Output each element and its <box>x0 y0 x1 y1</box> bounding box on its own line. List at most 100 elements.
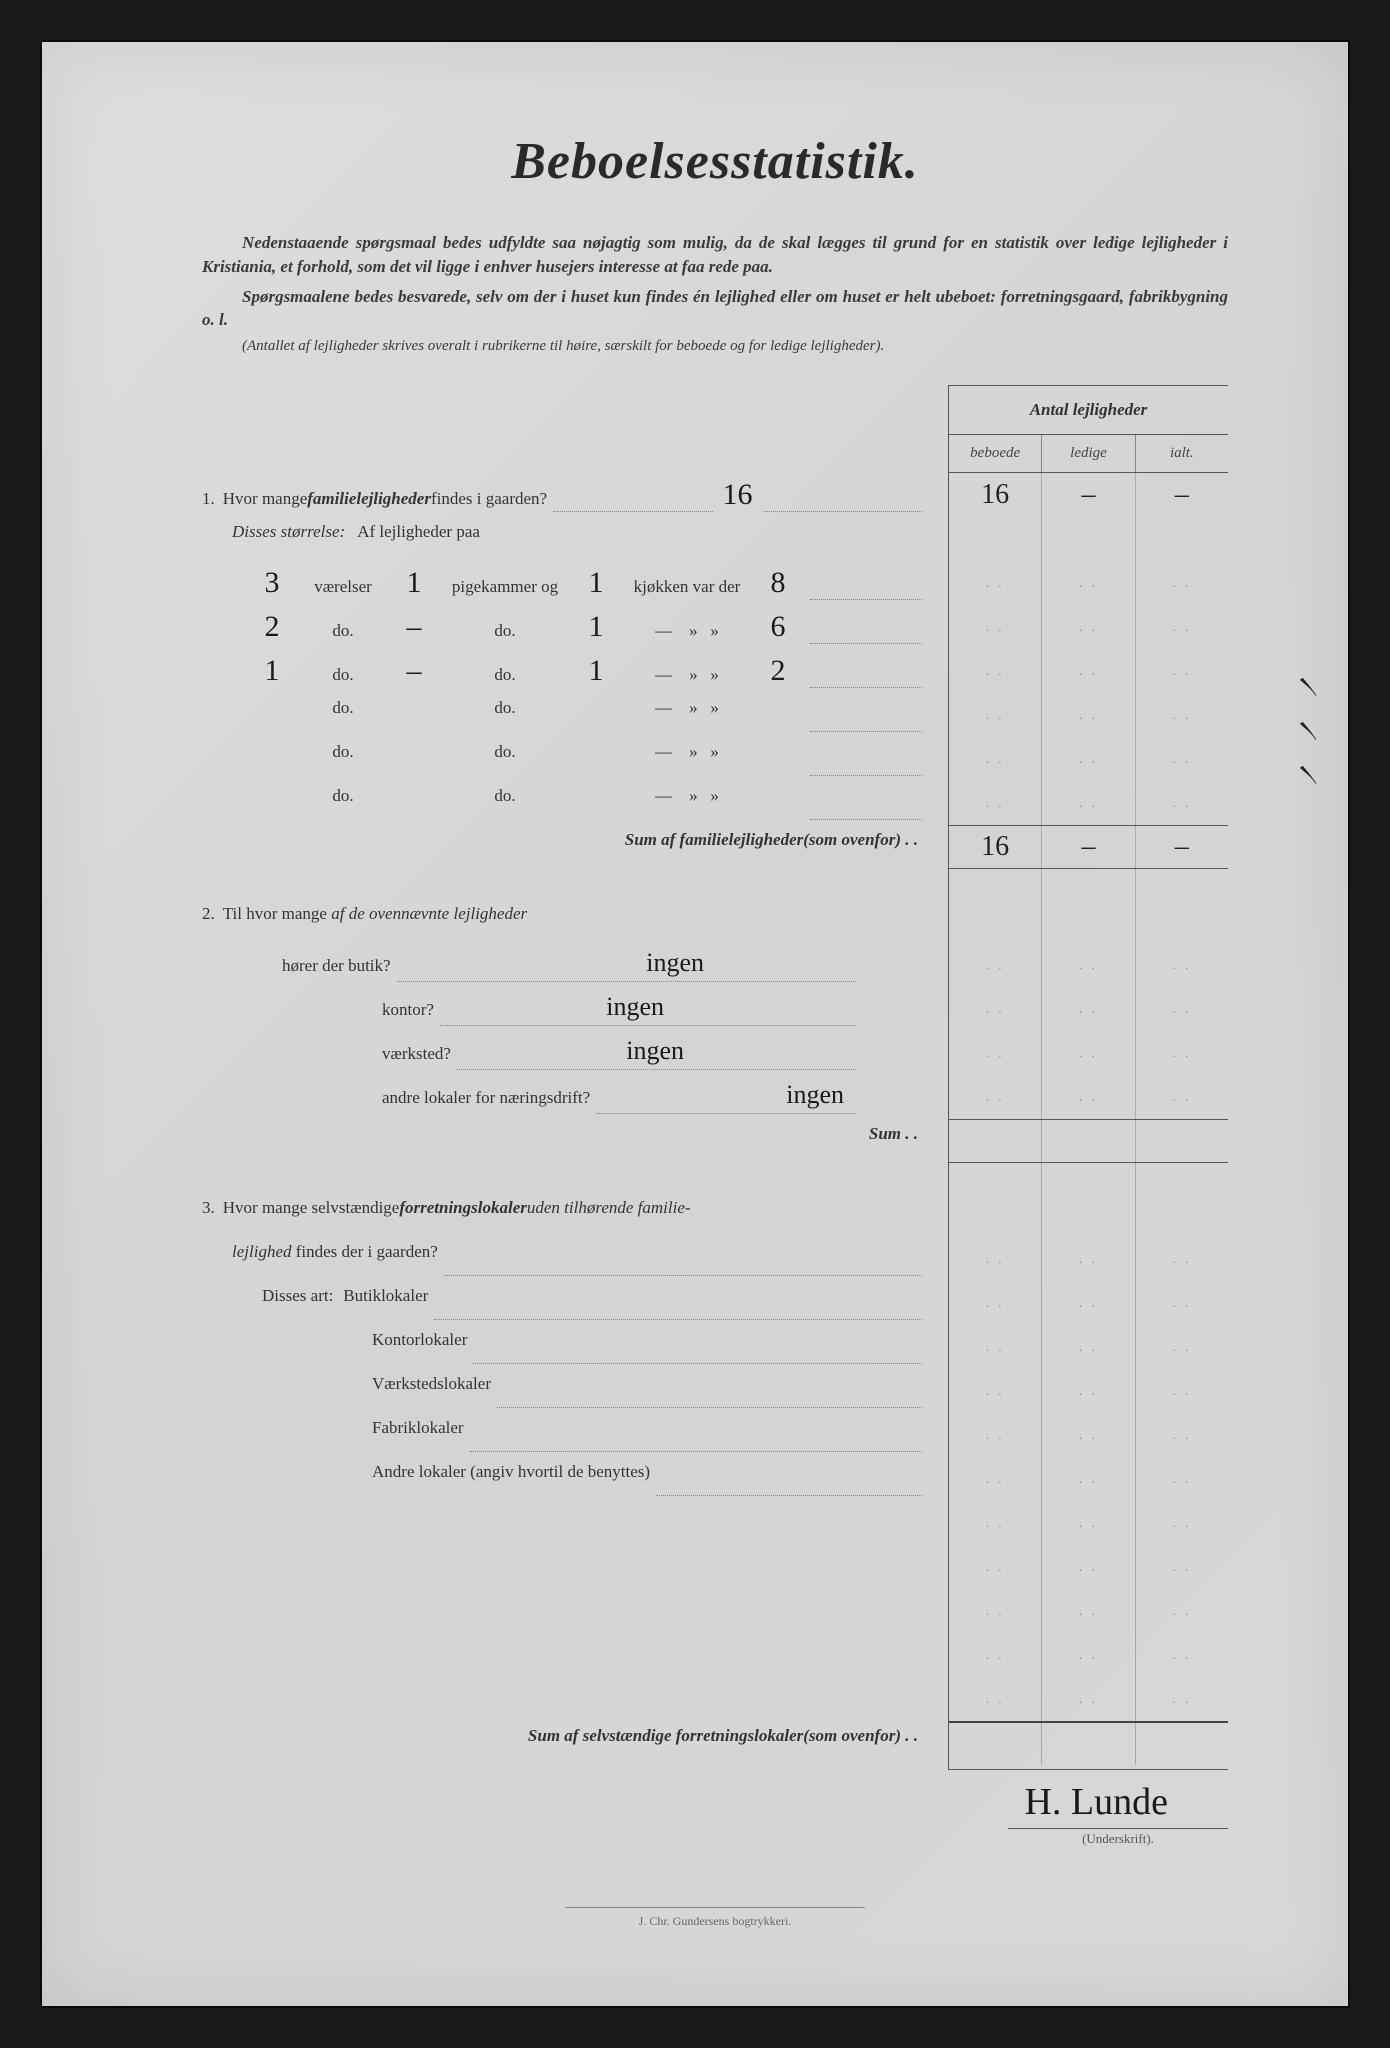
dots <box>810 819 922 820</box>
size-row-5: do. do. — » » <box>202 742 928 786</box>
question-3: 3. Hvor mange selvstændige forretningslo… <box>202 1198 928 1242</box>
kjokken-value: 1 <box>576 610 616 644</box>
pigekammer-header: pigekammer og <box>440 577 570 597</box>
tally-row: . .. .. . <box>949 1413 1228 1457</box>
do-label: do. <box>298 698 388 718</box>
tally-row: . .. .. . <box>949 1589 1228 1633</box>
q1-number: 1. <box>202 489 215 509</box>
size-intro-label: Disses størrelse: <box>232 522 345 542</box>
question-2: 2. Til hvor mange af de ovennævnte lejli… <box>202 904 928 948</box>
tally-beboede: 16 <box>949 473 1042 517</box>
q3-art-3: Fabriklokaler <box>372 1418 464 1438</box>
tally-column: Antal lejligheder beboede ledige ialt. 1… <box>948 385 1228 1770</box>
spacer <box>202 434 928 478</box>
tally-row: . .. .. . <box>949 649 1228 693</box>
tally-row: . .. .. . <box>949 1325 1228 1369</box>
q2-number: 2. <box>202 904 215 924</box>
kjokken-header: kjøkken var der <box>622 577 752 597</box>
count-value: 2 <box>758 654 798 688</box>
dots <box>810 731 922 732</box>
dots <box>434 1319 922 1320</box>
size-row-3: 1 do. – do. 1 — » » 2 <box>202 654 928 698</box>
q3-lejlighed: lejlighed <box>232 1242 291 1262</box>
tally-row: . .. .. . <box>949 1633 1228 1677</box>
tally-row-q2-sum <box>949 1119 1228 1163</box>
size-row-2: 2 do. – do. 1 — » » 6 <box>202 610 928 654</box>
do-label: do. <box>440 621 570 641</box>
q3-text-pre: Hvor mange selvstændige <box>223 1198 400 1218</box>
do-label: do. <box>440 698 570 718</box>
vaerelser-header: værelser <box>298 577 388 597</box>
printer-credit: J. Chr. Gundersens bogtrykkeri. <box>565 1907 865 1929</box>
dots <box>440 1025 856 1026</box>
q1-text-pre: Hvor mange <box>223 489 308 509</box>
q1-sum-post: (som ovenfor) . . <box>803 830 918 850</box>
kjokken-value: 1 <box>576 566 616 600</box>
question-1: 1. Hvor mange familielejligheder findes … <box>202 478 928 522</box>
dots <box>397 981 857 982</box>
dots <box>497 1407 922 1408</box>
tally-row: . .. .. . <box>949 1369 1228 1413</box>
q3-art-2: Værkstedslokaler <box>372 1374 491 1394</box>
q2-butik: hører der butik? ingen <box>202 948 928 992</box>
vaerelser-value: 1 <box>252 654 292 688</box>
tally-row: . .. .. . <box>949 781 1228 825</box>
spacer <box>202 874 928 904</box>
tally-row: . .. .. . <box>949 1677 1228 1721</box>
tally-row: . .. .. . <box>949 693 1228 737</box>
q2-andre: andre lokaler for næringsdrift? ingen <box>202 1080 928 1124</box>
q3-number: 3. <box>202 1198 215 1218</box>
margin-marks: ৲ ৲ ৲ <box>1298 652 1318 784</box>
tally-row: . .. .. . <box>949 1501 1228 1545</box>
dash: — » » <box>622 621 752 641</box>
q3-text-post: uden tilhørende familie- <box>527 1198 691 1218</box>
dash: — » » <box>622 665 752 685</box>
dots <box>810 643 922 644</box>
tally-row: . .. .. . <box>949 1281 1228 1325</box>
tally-row: . .. .. . <box>949 605 1228 649</box>
q3-art-row: Kontorlokaler <box>202 1330 928 1374</box>
q2-kontor-answer: ingen <box>602 992 668 1022</box>
pigekammer-value: 1 <box>394 566 434 600</box>
spacer <box>202 385 928 434</box>
spacer <box>202 1594 928 1638</box>
tally-col-beboede: beboede <box>949 435 1042 472</box>
spacer <box>202 1506 928 1550</box>
q2-kontor-label: kontor? <box>382 1000 434 1020</box>
size-row-6: do. do. — » » <box>202 786 928 830</box>
q1-sum: Sum af familielejligheder (som ovenfor) … <box>202 830 928 874</box>
tally-row <box>949 517 1228 561</box>
q2-vaerksted: værksted? ingen <box>202 1036 928 1080</box>
margin-mark: ৲ <box>1298 740 1318 784</box>
q1-text-bold: familielejligheder <box>307 489 431 509</box>
q3-art-row: Værkstedslokaler <box>202 1374 928 1418</box>
spacer <box>202 1682 928 1726</box>
do-label: do. <box>298 621 388 641</box>
intro-paragraph-2: Spørgsmaalene bedes besvarede, selv om d… <box>202 285 1228 333</box>
q2-butik-answer: ingen <box>642 948 708 978</box>
spacer <box>202 1168 928 1198</box>
dots <box>810 687 922 688</box>
size-intro-2: Af lejligheder paa <box>357 522 480 542</box>
q2-label: Til hvor mange af de ovennævnte lejlighe… <box>223 904 527 924</box>
tally-row-q3-sum <box>949 1721 1228 1765</box>
q2-sum: Sum . . <box>202 1124 928 1168</box>
dots <box>444 1275 922 1276</box>
dash: — » » <box>622 698 752 718</box>
q3-art-4: Andre lokaler (angiv hvortil de benyttes… <box>372 1462 650 1482</box>
tally-row: . .. .. . <box>949 1075 1228 1119</box>
q3-art-0: Butiklokaler <box>343 1286 428 1306</box>
dots <box>553 511 712 512</box>
q1-size-intro: Disses størrelse: Af lejligheder paa <box>202 522 928 566</box>
dots <box>596 1113 856 1114</box>
q2-andre-label: andre lokaler for næringsdrift? <box>382 1088 590 1108</box>
margin-mark: ৲ <box>1298 696 1318 740</box>
spacer <box>202 1638 928 1682</box>
tally-sum-ledige: – <box>1042 826 1135 868</box>
q1-text-post: findes i gaarden? <box>431 489 547 509</box>
tally-row: . .. .. . <box>949 561 1228 605</box>
q3-art-row: Fabriklokaler <box>202 1418 928 1462</box>
do-label: do. <box>440 742 570 762</box>
q2-butik-label: hører der butik? <box>282 956 391 976</box>
tally-row: . .. .. . <box>949 737 1228 781</box>
